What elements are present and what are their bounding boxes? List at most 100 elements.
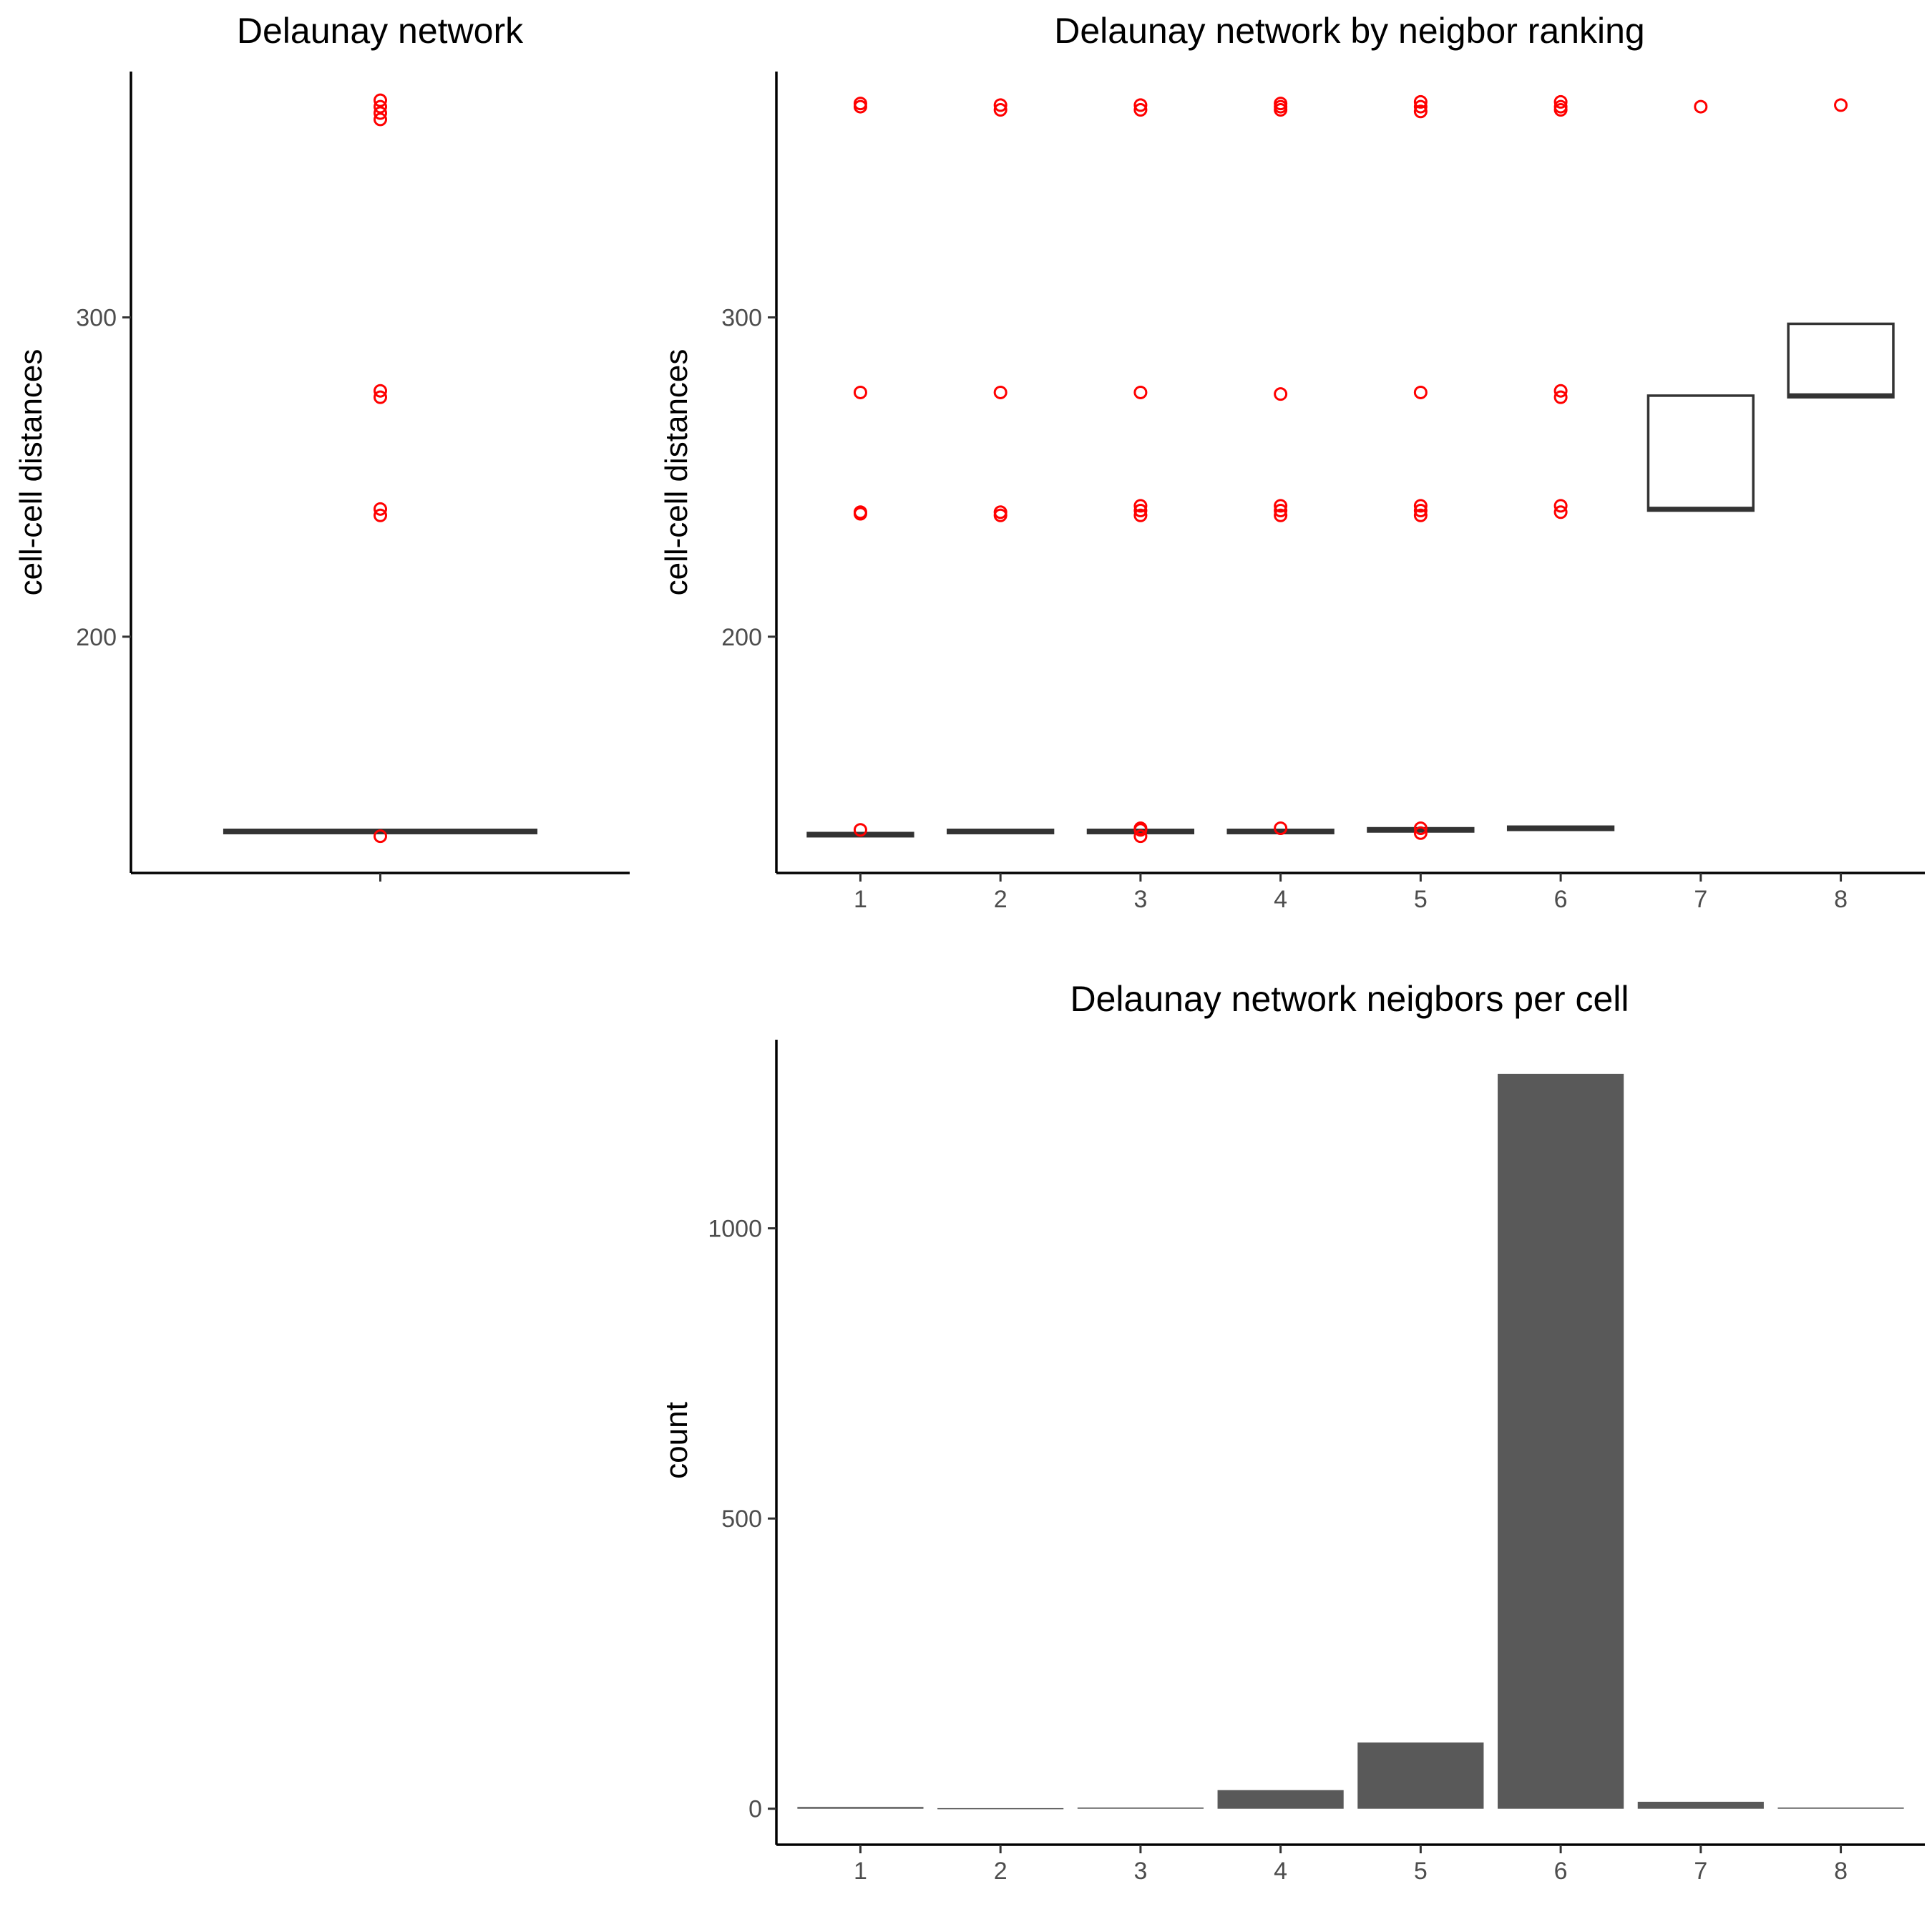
outlier-point xyxy=(1274,821,1288,836)
outlier-point xyxy=(374,829,387,844)
x-tick-label: 5 xyxy=(1414,1858,1428,1885)
outlier-point xyxy=(1133,821,1148,836)
outlier-point xyxy=(1553,499,1568,513)
box-3 xyxy=(1086,98,1195,844)
panel-title: Delaunay network neigbors per cell xyxy=(1070,979,1629,1019)
box-6 xyxy=(1506,94,1615,831)
x-tick-label: 4 xyxy=(1274,886,1287,913)
y-axis-label: cell-cell distances xyxy=(14,349,49,596)
outlier-point xyxy=(1133,508,1148,522)
outlier-point xyxy=(374,508,387,522)
x-tick-label: 8 xyxy=(1834,886,1848,913)
box-1 xyxy=(806,97,914,838)
panel-delaunay-network: Delaunay network cell-cell distances 200… xyxy=(14,11,630,882)
box-2 xyxy=(947,98,1055,834)
bar-6 xyxy=(1498,1073,1624,1809)
outlier-point xyxy=(374,93,387,107)
outlier-point xyxy=(1274,508,1288,522)
x-tick-label: 3 xyxy=(1133,886,1147,913)
outlier-point xyxy=(853,385,867,399)
outlier-point xyxy=(1413,94,1428,109)
box-all xyxy=(223,93,538,844)
y-axis-label: count xyxy=(659,1402,694,1479)
plot-area: 200 300 xyxy=(76,72,630,882)
outlier-point xyxy=(1133,504,1148,518)
outlier-point xyxy=(1133,829,1148,844)
outlier-point xyxy=(993,385,1008,399)
panel-delaunay-network-neigbors-per-cell: Delaunay network neigbors per cell count… xyxy=(659,979,1925,1885)
x-tick-label: 2 xyxy=(994,1858,1008,1885)
box-4 xyxy=(1226,97,1335,836)
y-tick-label: 1000 xyxy=(708,1216,762,1243)
outlier-point xyxy=(374,99,387,114)
outlier-point xyxy=(993,98,1008,112)
x-tick-label: 1 xyxy=(854,1858,867,1885)
outlier-point xyxy=(374,106,387,120)
outlier-point xyxy=(1413,508,1428,522)
outlier-point xyxy=(1133,385,1148,399)
outlier-point xyxy=(1274,504,1288,518)
outlier-point xyxy=(1133,98,1148,112)
outlier-point xyxy=(1413,499,1428,513)
outlier-point xyxy=(1274,499,1288,513)
outlier-point xyxy=(1553,390,1568,404)
panel-title: Delaunay network by neigbor ranking xyxy=(1054,11,1645,51)
outlier-point xyxy=(374,384,387,398)
outlier-point xyxy=(853,505,867,519)
outlier-point xyxy=(1553,505,1568,519)
x-tick-label: 7 xyxy=(1694,886,1707,913)
outlier-point xyxy=(1274,387,1288,401)
y-tick-label: 300 xyxy=(721,305,762,332)
outlier-point xyxy=(1133,499,1148,513)
bar-2 xyxy=(937,1807,1064,1810)
x-tick-label: 6 xyxy=(1554,886,1568,913)
outlier-point xyxy=(1553,99,1568,114)
outlier-point xyxy=(1133,103,1148,117)
x-tick-label: 4 xyxy=(1274,1858,1287,1885)
y-tick-label: 200 xyxy=(721,624,762,651)
outlier-point xyxy=(1553,94,1568,109)
outlier-point xyxy=(374,390,387,404)
outlier-point xyxy=(1834,98,1848,112)
outlier-point xyxy=(1553,384,1568,398)
box-8 xyxy=(1787,98,1895,399)
y-tick-label: 300 xyxy=(76,305,117,332)
y-tick-label: 0 xyxy=(748,1796,762,1823)
outlier-point xyxy=(1413,104,1428,119)
outlier-point xyxy=(1413,504,1428,518)
outlier-point xyxy=(853,823,867,837)
outlier-point xyxy=(1413,385,1428,399)
box-5 xyxy=(1367,94,1475,840)
bar-5 xyxy=(1357,1742,1484,1809)
bar-3 xyxy=(1077,1807,1204,1809)
outlier-point xyxy=(853,97,867,111)
outlier-point xyxy=(374,502,387,516)
x-tick-label: 3 xyxy=(1133,1858,1147,1885)
outlier-point xyxy=(993,103,1008,117)
box-7 xyxy=(1646,99,1755,512)
x-tick-label: 8 xyxy=(1834,1858,1848,1885)
x-tick-label: 6 xyxy=(1554,1858,1568,1885)
x-tick-label: 5 xyxy=(1414,886,1428,913)
bar-4 xyxy=(1217,1790,1344,1809)
outlier-point xyxy=(1413,99,1428,114)
plot-area: 200 300 1 2 3 4 5 6 7 8 xyxy=(721,72,1925,913)
outlier-point xyxy=(1413,826,1428,840)
y-tick-label: 200 xyxy=(76,624,117,651)
plot-area: 0 500 1000 1 2 3 4 5 6 7 8 xyxy=(708,1040,1925,1885)
bar-7 xyxy=(1637,1801,1764,1809)
bar-8 xyxy=(1777,1807,1904,1809)
box-iqr xyxy=(1787,322,1895,399)
box-iqr xyxy=(1646,394,1755,512)
x-tick-label: 2 xyxy=(994,886,1008,913)
panel-delaunay-network-by-neighbor-ranking: Delaunay network by neigbor ranking cell… xyxy=(659,11,1925,913)
x-tick-label: 1 xyxy=(854,886,867,913)
outlier-point xyxy=(1694,99,1708,114)
panel-title: Delaunay network xyxy=(237,11,524,51)
outlier-point xyxy=(374,112,387,127)
outlier-point xyxy=(1413,821,1428,836)
outlier-point xyxy=(993,505,1008,519)
y-axis-label: cell-cell distances xyxy=(659,349,694,596)
x-tick-label: 7 xyxy=(1694,1858,1707,1885)
